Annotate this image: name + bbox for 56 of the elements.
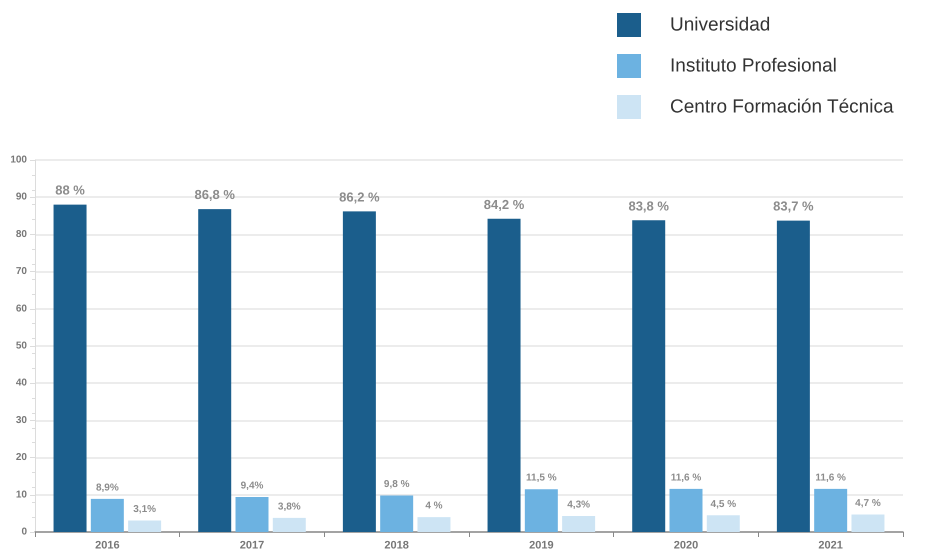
data-label: 11,5 % (526, 472, 557, 484)
data-label: 4,3% (567, 500, 590, 511)
data-label: 83,8 % (628, 198, 670, 214)
bar (198, 209, 232, 532)
bar (380, 496, 414, 532)
y-tick-label: 70 (16, 266, 28, 278)
y-tick-label: 50 (16, 340, 28, 352)
y-tick-label: 20 (16, 452, 28, 464)
x-tick-label: 2016 (95, 540, 120, 552)
bar (488, 218, 521, 532)
bar (272, 518, 306, 532)
y-tick-label: 100 (10, 154, 28, 166)
data-label: 8,9% (96, 482, 119, 494)
bar (128, 520, 162, 532)
data-label: 11,6 % (670, 472, 702, 484)
bar (236, 497, 268, 532)
bar (54, 204, 87, 532)
data-label: 9,8 % (384, 479, 410, 490)
bar (342, 211, 376, 532)
y-tick-label: 90 (16, 192, 28, 203)
data-label: 4 % (425, 500, 443, 512)
y-tick-label: 0 (21, 526, 28, 538)
bar (562, 516, 596, 532)
bar (814, 488, 848, 532)
data-label: 11,6 % (815, 472, 846, 484)
bar (632, 220, 666, 532)
data-label: 86,8 % (194, 187, 236, 202)
data-label: 3,8% (278, 501, 301, 512)
x-tick-label: 2021 (818, 540, 843, 552)
x-tick-label: 2020 (674, 540, 698, 552)
data-label: 9,4% (240, 480, 264, 492)
y-tick-label: 80 (16, 228, 28, 240)
bar (90, 498, 124, 532)
y-tick-label: 40 (16, 378, 28, 389)
data-label: 88 % (55, 182, 86, 198)
data-label: 83,7 % (773, 198, 814, 214)
data-label: 3,1% (133, 504, 156, 515)
x-tick-label: 2017 (240, 540, 264, 552)
bar (851, 514, 884, 532)
y-tick-label: 10 (16, 489, 28, 500)
bar (417, 517, 450, 532)
legend-label: Centro Formación Técnica (670, 96, 894, 118)
legend-label: Instituto Profesional (670, 56, 837, 76)
y-tick-label: 60 (16, 303, 28, 314)
data-label: 84,2 % (484, 196, 525, 212)
bar (524, 489, 558, 532)
data-label: 4,7 % (855, 498, 881, 510)
data-label: 4,5 % (710, 498, 736, 510)
x-tick-label: 2019 (529, 540, 554, 552)
data-label: 86,2 % (339, 189, 380, 204)
y-tick-label: 30 (16, 414, 28, 426)
legend-label: Universidad (670, 14, 770, 36)
bar (776, 220, 810, 532)
bar (706, 515, 740, 532)
bar (670, 488, 702, 532)
x-tick-label: 2018 (384, 540, 409, 552)
